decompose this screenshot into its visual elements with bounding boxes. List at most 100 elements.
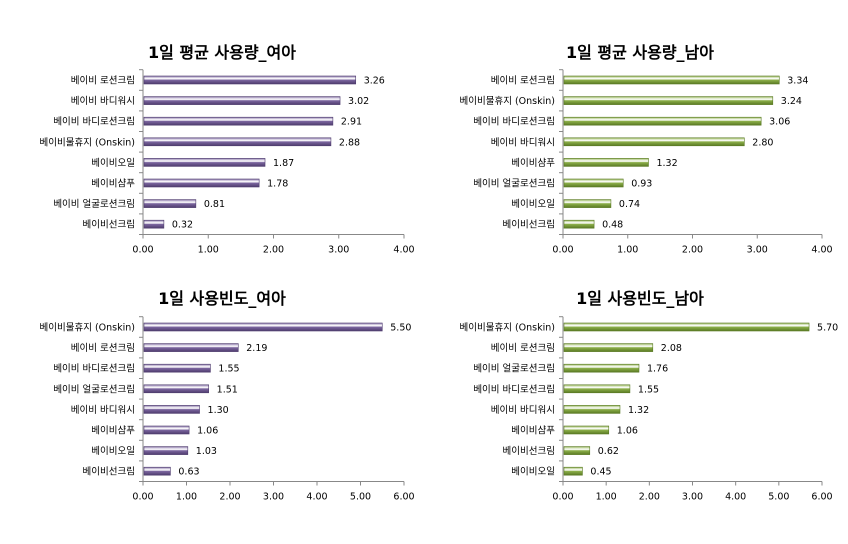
category-label: 베이비물휴지 (Onskin) — [460, 323, 555, 334]
x-tick-label: 5.00 — [350, 492, 371, 503]
x-tick-label: 0.00 — [132, 492, 153, 503]
data-label: 1.55 — [638, 384, 659, 395]
bar — [143, 75, 357, 85]
bar — [563, 343, 654, 352]
bar — [563, 158, 649, 167]
x-tick-label: 1.00 — [176, 492, 197, 503]
category-label: 베이비 로션크림 — [491, 342, 555, 354]
bar — [143, 116, 334, 126]
bar — [563, 425, 610, 435]
category-label: 베이비선크림 — [503, 445, 555, 457]
category-label: 베이비오일 — [91, 446, 135, 457]
category-label: 베이비 얼굴로션크림 — [473, 363, 555, 375]
bar — [563, 405, 621, 414]
category-label: 베이비선크림 — [83, 219, 135, 231]
bar — [143, 466, 171, 476]
category-label: 베이비 바디워시 — [491, 137, 555, 148]
data-label: 0.62 — [598, 446, 619, 457]
x-tick-label: 2.00 — [219, 492, 240, 503]
category-label: 베이비 바디워시 — [491, 405, 555, 416]
data-label: 1.03 — [196, 446, 217, 457]
category-label: 베이비오일 — [91, 158, 135, 169]
bar — [143, 446, 189, 455]
data-label: 1.06 — [617, 426, 638, 437]
data-label: 0.81 — [204, 199, 225, 210]
data-label: 1.32 — [628, 405, 649, 416]
x-tick-label: 5.00 — [768, 492, 789, 503]
bar — [143, 158, 266, 167]
category-label: 베이비 바디로션크림 — [53, 116, 135, 128]
bar — [143, 219, 165, 229]
x-tick-label: 0.00 — [552, 492, 573, 503]
data-label: 1.78 — [267, 179, 288, 190]
bar — [143, 343, 239, 352]
x-tick-label: 1.00 — [617, 245, 638, 256]
bar — [563, 466, 583, 476]
data-label: 2.80 — [752, 137, 773, 148]
data-label: 1.76 — [647, 364, 668, 375]
bar — [143, 363, 211, 373]
data-label: 5.50 — [390, 323, 411, 334]
data-label: 1.32 — [656, 158, 677, 169]
x-tick-label: 4.00 — [393, 245, 414, 256]
chart-3: 1일 사용빈도_여아 0.00 1.00 2.00 3.00 4.00 5.00 6.00 베이… — [40, 289, 415, 503]
bar — [563, 75, 780, 85]
bar — [563, 116, 762, 126]
data-label: 0.74 — [619, 199, 640, 210]
bar — [563, 363, 640, 373]
x-tick-label: 4.00 — [306, 492, 327, 503]
data-label: 1.87 — [273, 158, 294, 169]
bar — [143, 322, 383, 332]
bar — [563, 219, 595, 229]
category-label: 베이비 바디로션크림 — [473, 383, 555, 395]
bar — [563, 96, 774, 105]
data-label: 5.70 — [817, 323, 838, 334]
bar — [143, 137, 332, 147]
data-label: 3.06 — [769, 117, 790, 128]
data-label: 2.91 — [341, 117, 362, 128]
x-tick-label: 2.00 — [639, 492, 660, 503]
data-label: 1.51 — [217, 384, 238, 395]
data-label: 0.45 — [590, 467, 611, 478]
category-label: 베이비 바디워시 — [71, 405, 135, 416]
data-label: 3.26 — [364, 76, 385, 87]
bar — [143, 178, 260, 188]
data-label: 3.02 — [348, 96, 369, 107]
chart-2: 1일 평균 사용량_남아 0.00 1.00 2.00 3.00 4.00 베이비 로션크림… — [460, 43, 833, 256]
x-tick-label: 1.00 — [198, 245, 219, 256]
bar — [563, 446, 591, 455]
x-tick-label: 0.00 — [132, 245, 153, 256]
x-tick-label: 3.00 — [747, 245, 768, 256]
chart-title: 1일 평균 사용량_여아 — [148, 43, 296, 62]
bar — [563, 322, 810, 332]
category-label: 베이비샴푸 — [91, 426, 135, 437]
category-label: 베이비물휴지 (Onskin) — [40, 137, 135, 148]
chart-1: 1일 평균 사용량_여아 0.00 1.00 2.00 3.00 4.00 베이비 로션크림… — [40, 43, 415, 256]
data-label: 2.88 — [339, 137, 360, 148]
category-label: 베이비 얼굴로션크림 — [473, 178, 555, 190]
category-label: 베이비 로션크림 — [491, 75, 555, 87]
data-label: 2.08 — [661, 343, 682, 354]
category-label: 베이비오일 — [511, 467, 555, 478]
bar — [143, 405, 200, 414]
bar — [563, 384, 631, 394]
data-label: 0.32 — [172, 220, 193, 231]
x-tick-label: 3.00 — [263, 492, 284, 503]
x-tick-label: 6.00 — [811, 492, 832, 503]
chart-title: 1일 사용빈도_남아 — [576, 289, 704, 308]
chart-4: 1일 사용빈도_남아 0.00 1.00 2.00 3.00 4.00 5.00 6.00 베이… — [460, 289, 839, 503]
data-label: 0.63 — [178, 467, 199, 478]
bar — [563, 137, 745, 147]
x-tick-label: 0.00 — [552, 245, 573, 256]
bar — [143, 425, 190, 435]
data-label: 1.06 — [197, 426, 218, 437]
category-label: 베이비 바디로션크림 — [473, 116, 555, 128]
chart-title: 1일 평균 사용량_남아 — [566, 43, 714, 62]
x-tick-label: 4.00 — [725, 492, 746, 503]
category-label: 베이비 바디워시 — [71, 96, 135, 107]
category-label: 베이비물휴지 (Onskin) — [460, 96, 555, 107]
category-label: 베이비 로션크림 — [71, 75, 135, 87]
bar — [563, 199, 612, 208]
x-tick-label: 4.00 — [811, 245, 832, 256]
category-label: 베이비선크림 — [83, 466, 135, 478]
